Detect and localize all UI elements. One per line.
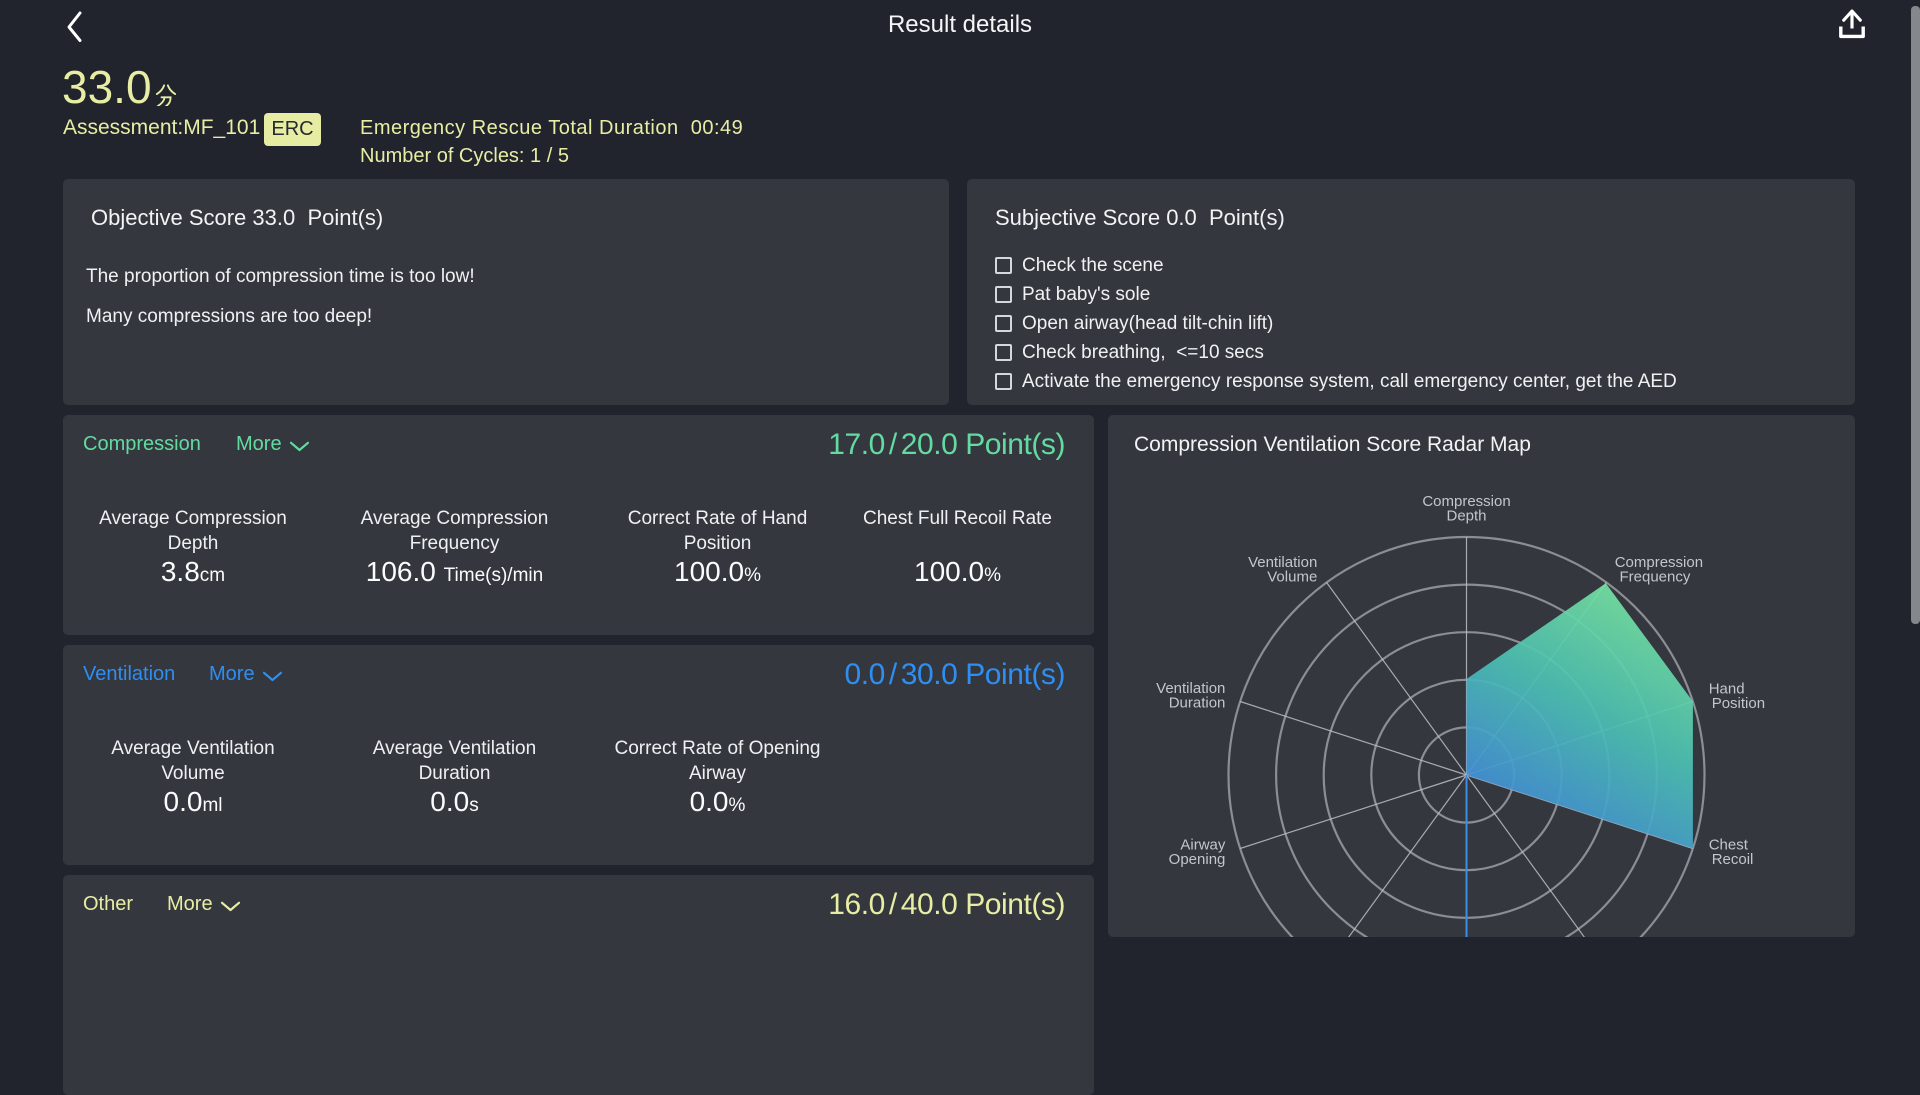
svg-text:Position: Position (1712, 695, 1765, 712)
svg-text:Volume: Volume (1267, 568, 1317, 585)
svg-text:Ventilation: Ventilation (1248, 554, 1317, 571)
svg-text:Ventilation: Ventilation (1156, 680, 1225, 697)
svg-text:Recoil: Recoil (1712, 851, 1754, 868)
svg-text:Chest: Chest (1709, 837, 1749, 854)
svg-text:Airway: Airway (1180, 837, 1226, 854)
svg-text:Duration: Duration (1169, 694, 1226, 711)
svg-text:Compression: Compression (1422, 493, 1510, 510)
svg-text:Frequency: Frequency (1620, 568, 1691, 585)
svg-text:Compression: Compression (1615, 554, 1703, 571)
svg-text:Hand: Hand (1709, 680, 1745, 697)
svg-text:Depth: Depth (1446, 507, 1486, 524)
svg-text:Opening: Opening (1169, 851, 1226, 868)
